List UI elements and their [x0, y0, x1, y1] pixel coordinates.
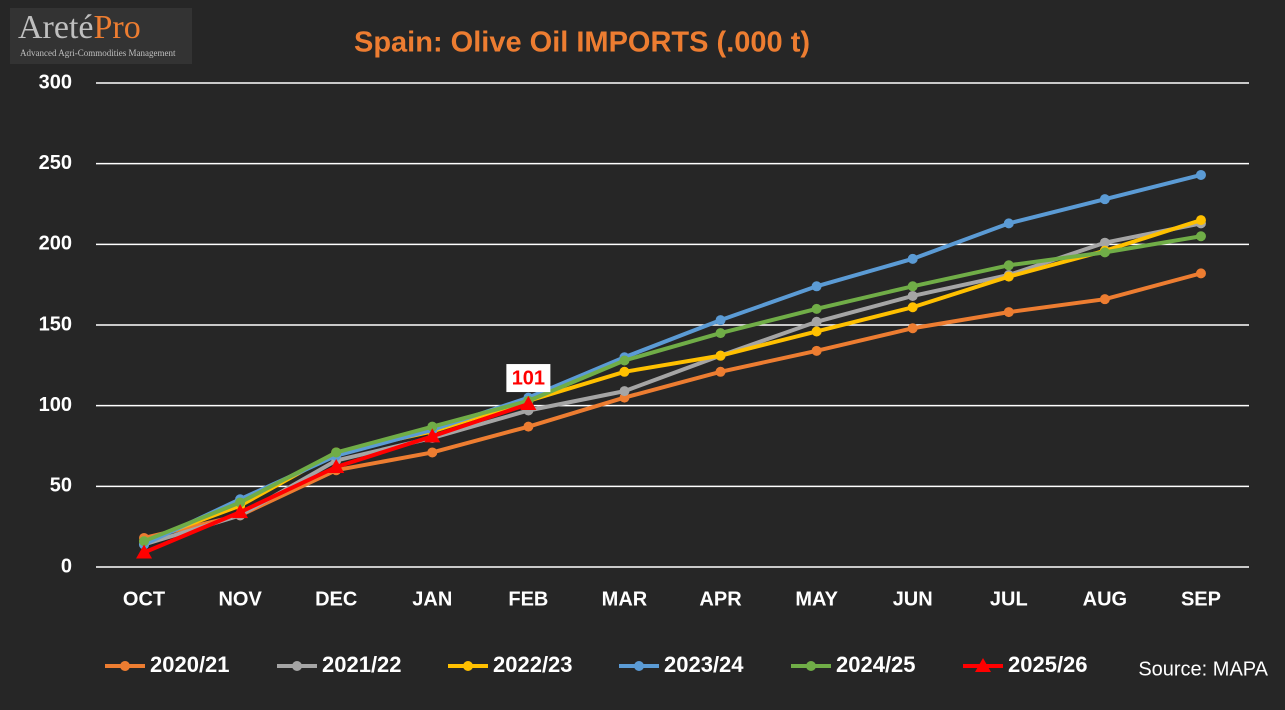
x-tick-label: MAY [795, 588, 838, 610]
data-point [1003, 260, 1014, 271]
legend-marker [634, 661, 644, 671]
data-point [139, 536, 150, 547]
x-tick-label: JUL [990, 588, 1028, 610]
data-point [1195, 215, 1206, 226]
y-tick-label: 100 [39, 394, 72, 416]
data-point [523, 421, 534, 432]
legend-label: 2023/24 [664, 652, 744, 677]
x-tick-label: SEP [1181, 588, 1221, 610]
data-point [715, 350, 726, 361]
x-tick-label: MAR [602, 588, 648, 610]
legend-marker [975, 658, 991, 672]
x-tick-label: OCT [123, 588, 165, 610]
legend-label: 2025/26 [1008, 652, 1088, 677]
data-point [136, 544, 153, 559]
data-point [1003, 307, 1014, 318]
y-tick-label: 300 [39, 71, 72, 93]
data-point [235, 497, 246, 508]
data-point [232, 504, 249, 519]
data-point [619, 366, 630, 377]
logo-accent: Pro [94, 9, 141, 46]
x-tick-label: DEC [315, 588, 357, 610]
data-label: 101 [512, 367, 545, 389]
series-line [143, 221, 1202, 547]
source: Source: MAPA [1138, 658, 1268, 680]
data-point [331, 447, 342, 458]
x-tick-label: JAN [412, 588, 452, 610]
data-point [907, 290, 918, 301]
data-point [1195, 169, 1206, 180]
legend-marker [463, 661, 473, 671]
chart-title: Spain: Olive Oil IMPORTS (.000 t) [354, 27, 810, 59]
logo-tagline: Advanced Agri-Commodities Management [20, 48, 176, 58]
y-tick-label: 0 [61, 555, 72, 577]
legend-label: 2024/25 [836, 652, 916, 677]
data-point [1099, 247, 1110, 258]
data-point [1099, 194, 1110, 205]
y-tick-label: 150 [39, 313, 72, 335]
data-point [1003, 218, 1014, 229]
data-point [907, 302, 918, 313]
x-tick-label: NOV [218, 588, 262, 610]
data-point [811, 303, 822, 314]
x-tick-label: APR [699, 588, 742, 610]
x-tick-label: FEB [508, 588, 548, 610]
data-point [811, 326, 822, 337]
series-line [143, 271, 1202, 540]
data-point [1195, 268, 1206, 279]
data-point [715, 366, 726, 377]
data-point [424, 428, 441, 443]
y-tick-label: 50 [50, 475, 72, 497]
data-point [520, 396, 537, 411]
logo-main: Areté [18, 9, 94, 46]
series-line [143, 234, 1202, 544]
legend-marker [120, 661, 130, 671]
data-point [619, 355, 630, 366]
legend-label: 2022/23 [493, 652, 573, 677]
data-point [427, 447, 438, 458]
x-tick-label: AUG [1083, 588, 1127, 610]
data-point [811, 345, 822, 356]
legend-marker [292, 661, 302, 671]
legend-marker [806, 661, 816, 671]
data-label-box [506, 364, 551, 393]
data-point [1099, 237, 1110, 248]
data-point [1003, 271, 1014, 282]
logo-box [10, 8, 192, 64]
y-tick-label: 200 [39, 233, 72, 255]
data-point [427, 421, 438, 432]
y-tick-label: 250 [39, 152, 72, 174]
x-tick-label: JUN [893, 588, 933, 610]
series-line [143, 218, 1202, 544]
legend-label: 2021/22 [322, 652, 402, 677]
data-point [907, 323, 918, 334]
data-point [715, 315, 726, 326]
logo: AretéPro [18, 9, 141, 46]
data-point [619, 386, 630, 397]
data-point [907, 281, 918, 292]
data-point [715, 328, 726, 339]
legend-label: 2020/21 [150, 652, 230, 677]
data-point [811, 281, 822, 292]
data-point [1195, 231, 1206, 242]
data-point [811, 316, 822, 327]
data-point [328, 458, 345, 473]
data-point [1099, 294, 1110, 305]
series-line [143, 173, 1202, 547]
data-point [907, 253, 918, 264]
